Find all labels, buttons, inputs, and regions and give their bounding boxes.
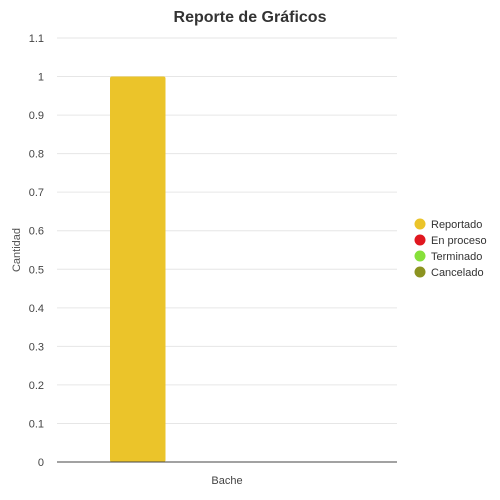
legend-label: En proceso (431, 235, 487, 247)
y-tick-label: 0.7 (29, 187, 44, 199)
legend-label: Terminado (431, 251, 482, 263)
y-tick-label: 0.2 (29, 380, 44, 392)
legend-label: Reportado (431, 219, 482, 231)
chart-title: Reporte de Gráficos (174, 9, 327, 26)
y-tick-label: 0.6 (29, 226, 44, 238)
bars (110, 76, 166, 462)
legend-item-terminado[interactable]: Terminado (414, 250, 483, 264)
legend-swatch (414, 250, 426, 262)
gridlines (57, 37, 397, 424)
legend[interactable]: Reportado En proceso Terminado Cancelado (414, 218, 487, 280)
y-axis-label: Cantidad (11, 228, 23, 272)
y-tick-label: 0.3 (29, 341, 44, 353)
legend-item-cancelado[interactable]: Cancelado (414, 266, 484, 280)
y-tick-label: 0 (38, 457, 44, 469)
y-tick-labels: 0 0.1 0.2 0.3 0.4 0.5 0.6 0.7 0.8 0.9 1 1.1 (29, 33, 44, 469)
y-tick-label: 1 (38, 72, 44, 84)
legend-swatch (414, 234, 426, 246)
legend-label: Cancelado (431, 267, 484, 279)
bar-reportado[interactable] (110, 76, 166, 462)
legend-item-en-proceso[interactable]: En proceso (414, 234, 487, 248)
y-tick-label: 0.8 (29, 149, 44, 161)
y-tick-label: 1.1 (29, 33, 44, 45)
x-tick-labels: Bache (211, 475, 242, 487)
legend-swatch (414, 266, 426, 278)
y-tick-label: 0.1 (29, 418, 44, 430)
y-tick-label: 0.5 (29, 264, 44, 276)
legend-swatch (414, 218, 426, 230)
x-tick-label: Bache (211, 475, 242, 487)
y-tick-label: 0.4 (29, 303, 44, 315)
y-tick-label: 0.9 (29, 110, 44, 122)
legend-item-reportado[interactable]: Reportado (414, 218, 483, 232)
